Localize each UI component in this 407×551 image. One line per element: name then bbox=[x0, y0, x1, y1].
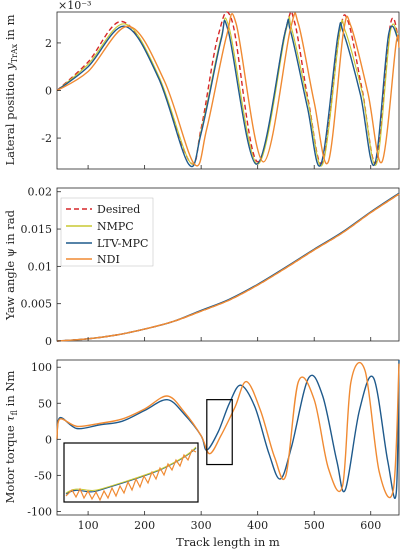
y-tick-label: 0 bbox=[45, 85, 52, 98]
legend-label-ltv-mpc: LTV-MPC bbox=[97, 237, 148, 250]
series-line-ltv-mpc bbox=[56, 18, 400, 168]
y-axis-label: Motor torque τfl in Nm bbox=[3, 371, 19, 504]
inset-ndi-line bbox=[65, 449, 197, 502]
series-line-ndi bbox=[56, 361, 400, 499]
legend-label-ndi: NDI bbox=[97, 253, 120, 266]
legend-label-desired: Desired bbox=[97, 203, 140, 216]
zoom-box bbox=[206, 399, 233, 466]
inset-zoom bbox=[63, 442, 199, 503]
x-tick-label: 100 bbox=[78, 519, 99, 532]
x-tick-label: 200 bbox=[134, 519, 155, 532]
inset-ltv-mpc-line bbox=[65, 447, 197, 495]
x-tick-label: 600 bbox=[360, 519, 381, 532]
y-tick-label: -50 bbox=[34, 469, 52, 482]
panel-motor-torque: -100 -50 0 50 100 100 200 300 400 500 600 Motor t… bbox=[3, 359, 400, 549]
y-tick-label: 0.005 bbox=[21, 298, 53, 311]
x-tick-label: 300 bbox=[191, 519, 212, 532]
panel-yaw-angle: 0 0.005 0.01 0.015 0.02 Yaw angle ψ in rad D… bbox=[3, 186, 400, 348]
y-axis-label: Yaw angle ψ in rad bbox=[3, 209, 17, 321]
y-tick-label: 2 bbox=[45, 37, 52, 50]
plot-area bbox=[56, 11, 400, 170]
series-line-ltv-mpc bbox=[56, 359, 400, 499]
y-tick-label: 50 bbox=[38, 397, 52, 410]
series-lines bbox=[56, 359, 400, 499]
y-tick-label: 100 bbox=[31, 361, 52, 374]
x-axis-label: Track length in m bbox=[176, 535, 280, 549]
y-tick-label: 0.015 bbox=[21, 223, 53, 236]
legend-label-nmpc: NMPC bbox=[97, 220, 134, 233]
series-line-ndi bbox=[56, 193, 400, 342]
x-tick-labels: 100 200 300 400 500 600 bbox=[78, 511, 381, 532]
x-tick-labels bbox=[87, 165, 372, 169]
y-tick-label: -100 bbox=[27, 505, 52, 518]
panel-lateral-position: -2 0 2 ×10⁻³ Lateral position yTrAx in m bbox=[3, 0, 400, 170]
inset-frame bbox=[63, 442, 199, 503]
y-axis-label: Lateral position yTrAx in m bbox=[3, 14, 19, 165]
series-lines bbox=[56, 11, 400, 168]
x-tick-labels bbox=[87, 337, 372, 341]
legend: Desired NMPC LTV-MPC NDI bbox=[60, 197, 154, 267]
y-tick-label: 0.02 bbox=[28, 186, 53, 199]
y-tick-labels: -2 0 2 bbox=[41, 37, 61, 145]
y-tick-label: 0.01 bbox=[28, 260, 53, 273]
y-tick-label: -2 bbox=[41, 132, 52, 145]
inset-nmpc-line bbox=[65, 446, 197, 494]
series-line-ndi bbox=[56, 12, 400, 167]
y-tick-labels: -100 -50 0 50 100 bbox=[27, 361, 61, 518]
series-lines bbox=[56, 192, 400, 342]
y-tick-label: 0 bbox=[45, 335, 52, 348]
y-tick-label: 0 bbox=[45, 433, 52, 446]
y-tick-labels: 0 0.005 0.01 0.015 0.02 bbox=[21, 186, 61, 348]
x-tick-label: 500 bbox=[304, 519, 325, 532]
exponent-label: ×10⁻³ bbox=[58, 0, 91, 12]
x-tick-label: 400 bbox=[247, 519, 268, 532]
